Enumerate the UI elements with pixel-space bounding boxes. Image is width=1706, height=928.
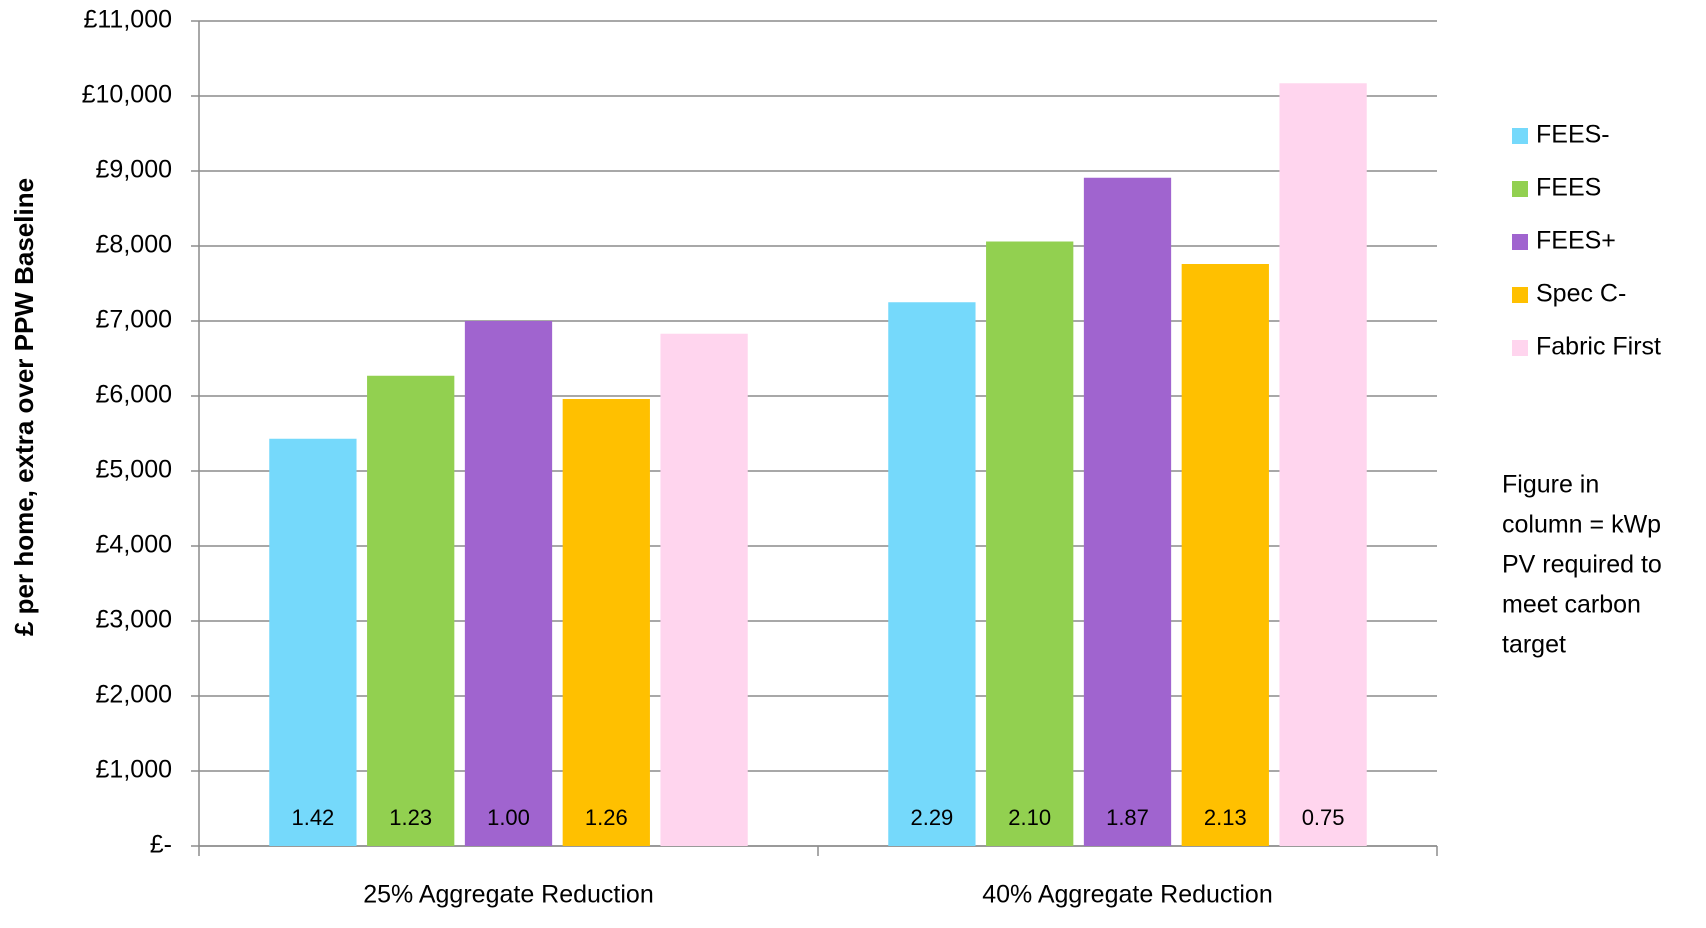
legend-label: Spec C- — [1536, 280, 1626, 308]
legend-label: FEES+ — [1536, 227, 1616, 255]
legend-swatch — [1512, 340, 1528, 356]
bar — [1083, 177, 1172, 846]
annotation: Figure in — [1502, 471, 1599, 499]
x-tick-label: 40% Aggregate Reduction — [982, 881, 1273, 909]
data-label: 1.23 — [389, 805, 432, 830]
bar — [1279, 83, 1367, 846]
data-label: 1.87 — [1106, 805, 1149, 830]
y-tick-label: £5,000 — [96, 456, 172, 484]
bar — [562, 399, 650, 846]
data-label: 2.29 — [910, 805, 953, 830]
y-tick-label: £7,000 — [96, 306, 172, 334]
x-tick-label: 25% Aggregate Reduction — [363, 881, 654, 909]
y-tick-label: £8,000 — [96, 231, 172, 259]
bar — [1181, 264, 1269, 846]
legend-label: FEES — [1536, 174, 1601, 202]
data-label: 1.26 — [585, 805, 628, 830]
bar — [269, 438, 357, 846]
legend-label: Fabric First — [1536, 333, 1661, 361]
y-tick-label: £9,000 — [96, 156, 172, 184]
data-label: 2.10 — [1008, 805, 1051, 830]
data-label: 2.13 — [1204, 805, 1247, 830]
y-tick-label: £3,000 — [96, 606, 172, 634]
bar — [986, 241, 1074, 846]
data-label: 0.75 — [1302, 805, 1345, 830]
legend-label: FEES- — [1536, 121, 1610, 149]
y-tick-label: £2,000 — [96, 681, 172, 709]
annotation: target — [1502, 631, 1566, 659]
y-tick-label: £6,000 — [96, 381, 172, 409]
bar — [660, 333, 748, 846]
bar — [888, 302, 976, 846]
annotation: meet carbon — [1502, 591, 1641, 619]
legend-swatch — [1512, 234, 1528, 250]
y-axis-title: £ per home, extra over PPW Baseline — [9, 178, 39, 636]
data-label: 1.00 — [487, 805, 530, 830]
y-tick-label: £- — [150, 831, 172, 859]
annotation: PV required to — [1502, 551, 1662, 579]
y-tick-label: £1,000 — [96, 756, 172, 784]
legend-swatch — [1512, 287, 1528, 303]
legend-swatch — [1512, 128, 1528, 144]
y-tick-label: £10,000 — [82, 81, 172, 109]
annotation: column = kWp — [1502, 511, 1661, 539]
bar — [464, 321, 553, 846]
y-tick-label: £4,000 — [96, 531, 172, 559]
bar — [367, 375, 455, 846]
y-tick-label: £11,000 — [83, 6, 172, 34]
legend-swatch — [1512, 181, 1528, 197]
data-label: 1.42 — [291, 805, 334, 830]
